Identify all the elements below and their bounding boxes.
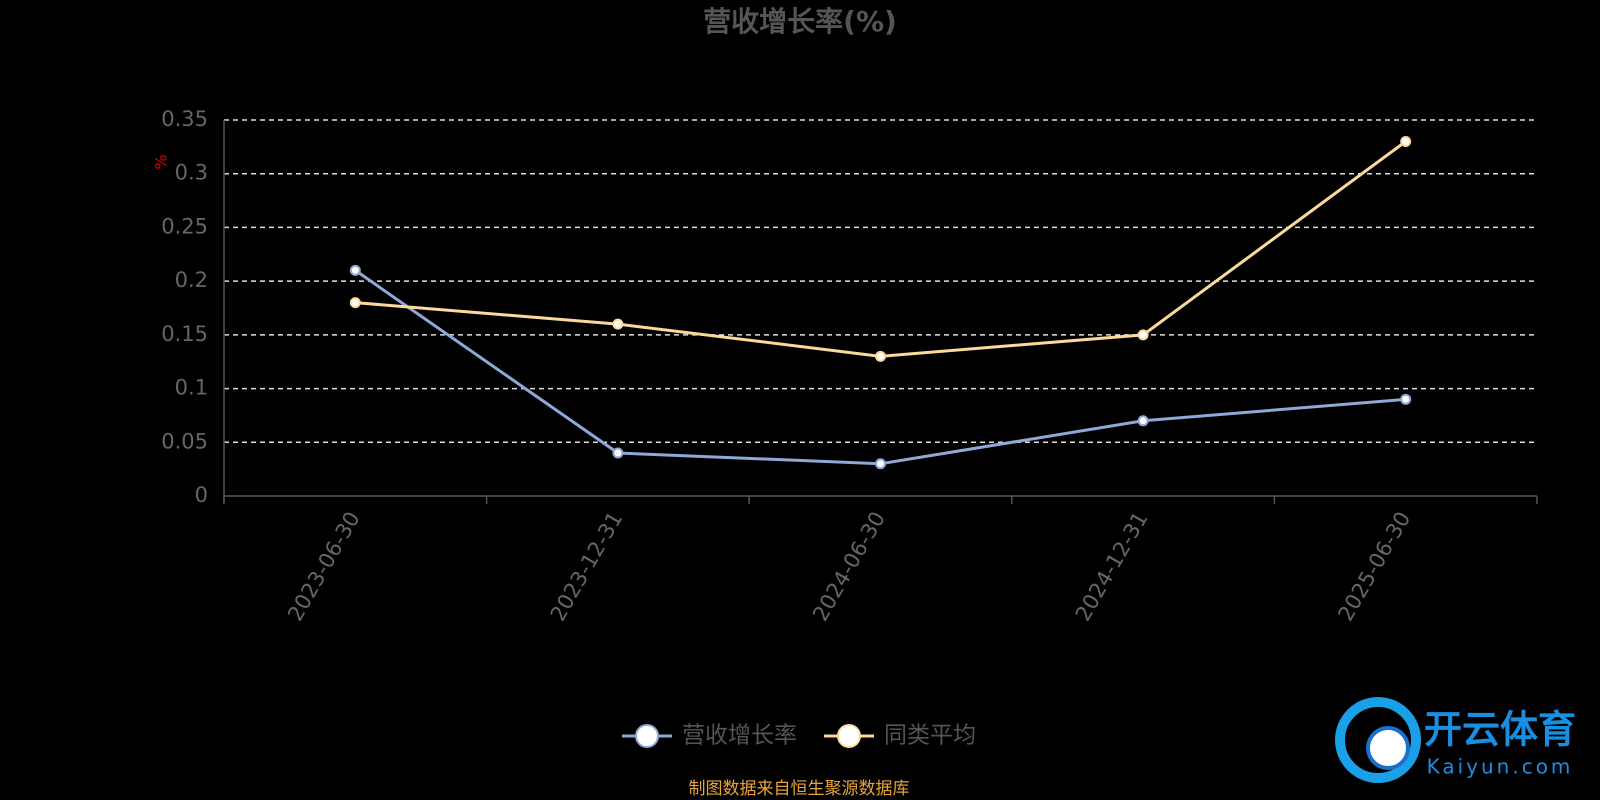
data-point [875,350,886,362]
y-tick-label: 0.15 [161,322,208,346]
watermark-name: 开云体育 [1424,708,1576,752]
y-unit: % [152,154,171,169]
chart-title: 营收增长率(%) [703,5,897,38]
data-point [612,318,624,330]
y-tick-label: 0.05 [161,429,208,453]
y-tick-label: 0.3 [175,161,208,185]
logo-ring [1335,697,1421,783]
logo-ball [1366,726,1410,770]
data-point [612,447,624,459]
watermark-url: Kaiyun.com [1427,755,1574,779]
y-tick-label: 0.25 [161,214,208,238]
legend-marker [837,724,861,748]
watermark: 开云体育 Kaiyun.com [1335,697,1576,783]
legend-label: 营收增长率 [682,723,797,749]
data-point [1137,415,1149,427]
data-point [1400,135,1412,147]
y-tick-label: 0.1 [175,376,208,400]
legend-label: 同类平均 [884,723,976,749]
data-point [349,297,361,309]
data-point [349,264,361,276]
data-point [1400,393,1412,405]
data-point [875,458,886,470]
y-tick-label: 0.2 [175,268,208,292]
data-point [1137,329,1149,341]
legend-marker [635,724,659,748]
source-note: 制图数据来自恒生聚源数据库 [689,779,910,799]
y-tick-label: 0 [195,483,208,507]
y-tick-label: 0.35 [161,107,208,131]
